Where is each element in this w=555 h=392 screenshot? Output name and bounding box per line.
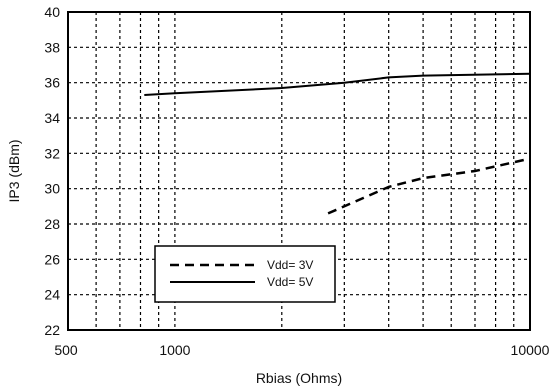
y-tick-label: 40 (44, 4, 60, 20)
series-lines (144, 72, 531, 215)
y-axis-label: IP3 (dBm) (6, 139, 22, 202)
y-tick-labels: 22 24 26 28 30 32 34 36 38 40 (44, 4, 60, 338)
y-tick-label: 28 (44, 216, 60, 232)
y-tick-label: 24 (44, 287, 60, 303)
series-line-vdd-3v (327, 157, 531, 215)
legend-label-vdd-3v: Vdd= 3V (267, 258, 313, 272)
y-tick-label: 38 (44, 39, 60, 55)
plot-frame (67, 11, 531, 331)
series-line-vdd-5v (144, 72, 531, 96)
y-tick-label: 34 (44, 110, 60, 126)
legend-box (154, 245, 336, 303)
y-tick-label: 22 (44, 322, 60, 338)
legend-label-vdd-5v: Vdd= 5V (267, 275, 313, 289)
x-axis-label: Rbias (Ohms) (256, 370, 342, 386)
x-tick-label: 500 (54, 342, 78, 358)
legend: Vdd= 3V Vdd= 5V (154, 245, 336, 303)
x-tick-label: 10000 (511, 342, 550, 358)
y-tick-label: 32 (44, 145, 60, 161)
x-tick-labels: 500 1000 10000 (54, 342, 549, 358)
y-tick-label: 36 (44, 75, 60, 91)
y-tick-label: 30 (44, 181, 60, 197)
x-tick-label: 1000 (159, 342, 190, 358)
y-tick-label: 26 (44, 251, 60, 267)
